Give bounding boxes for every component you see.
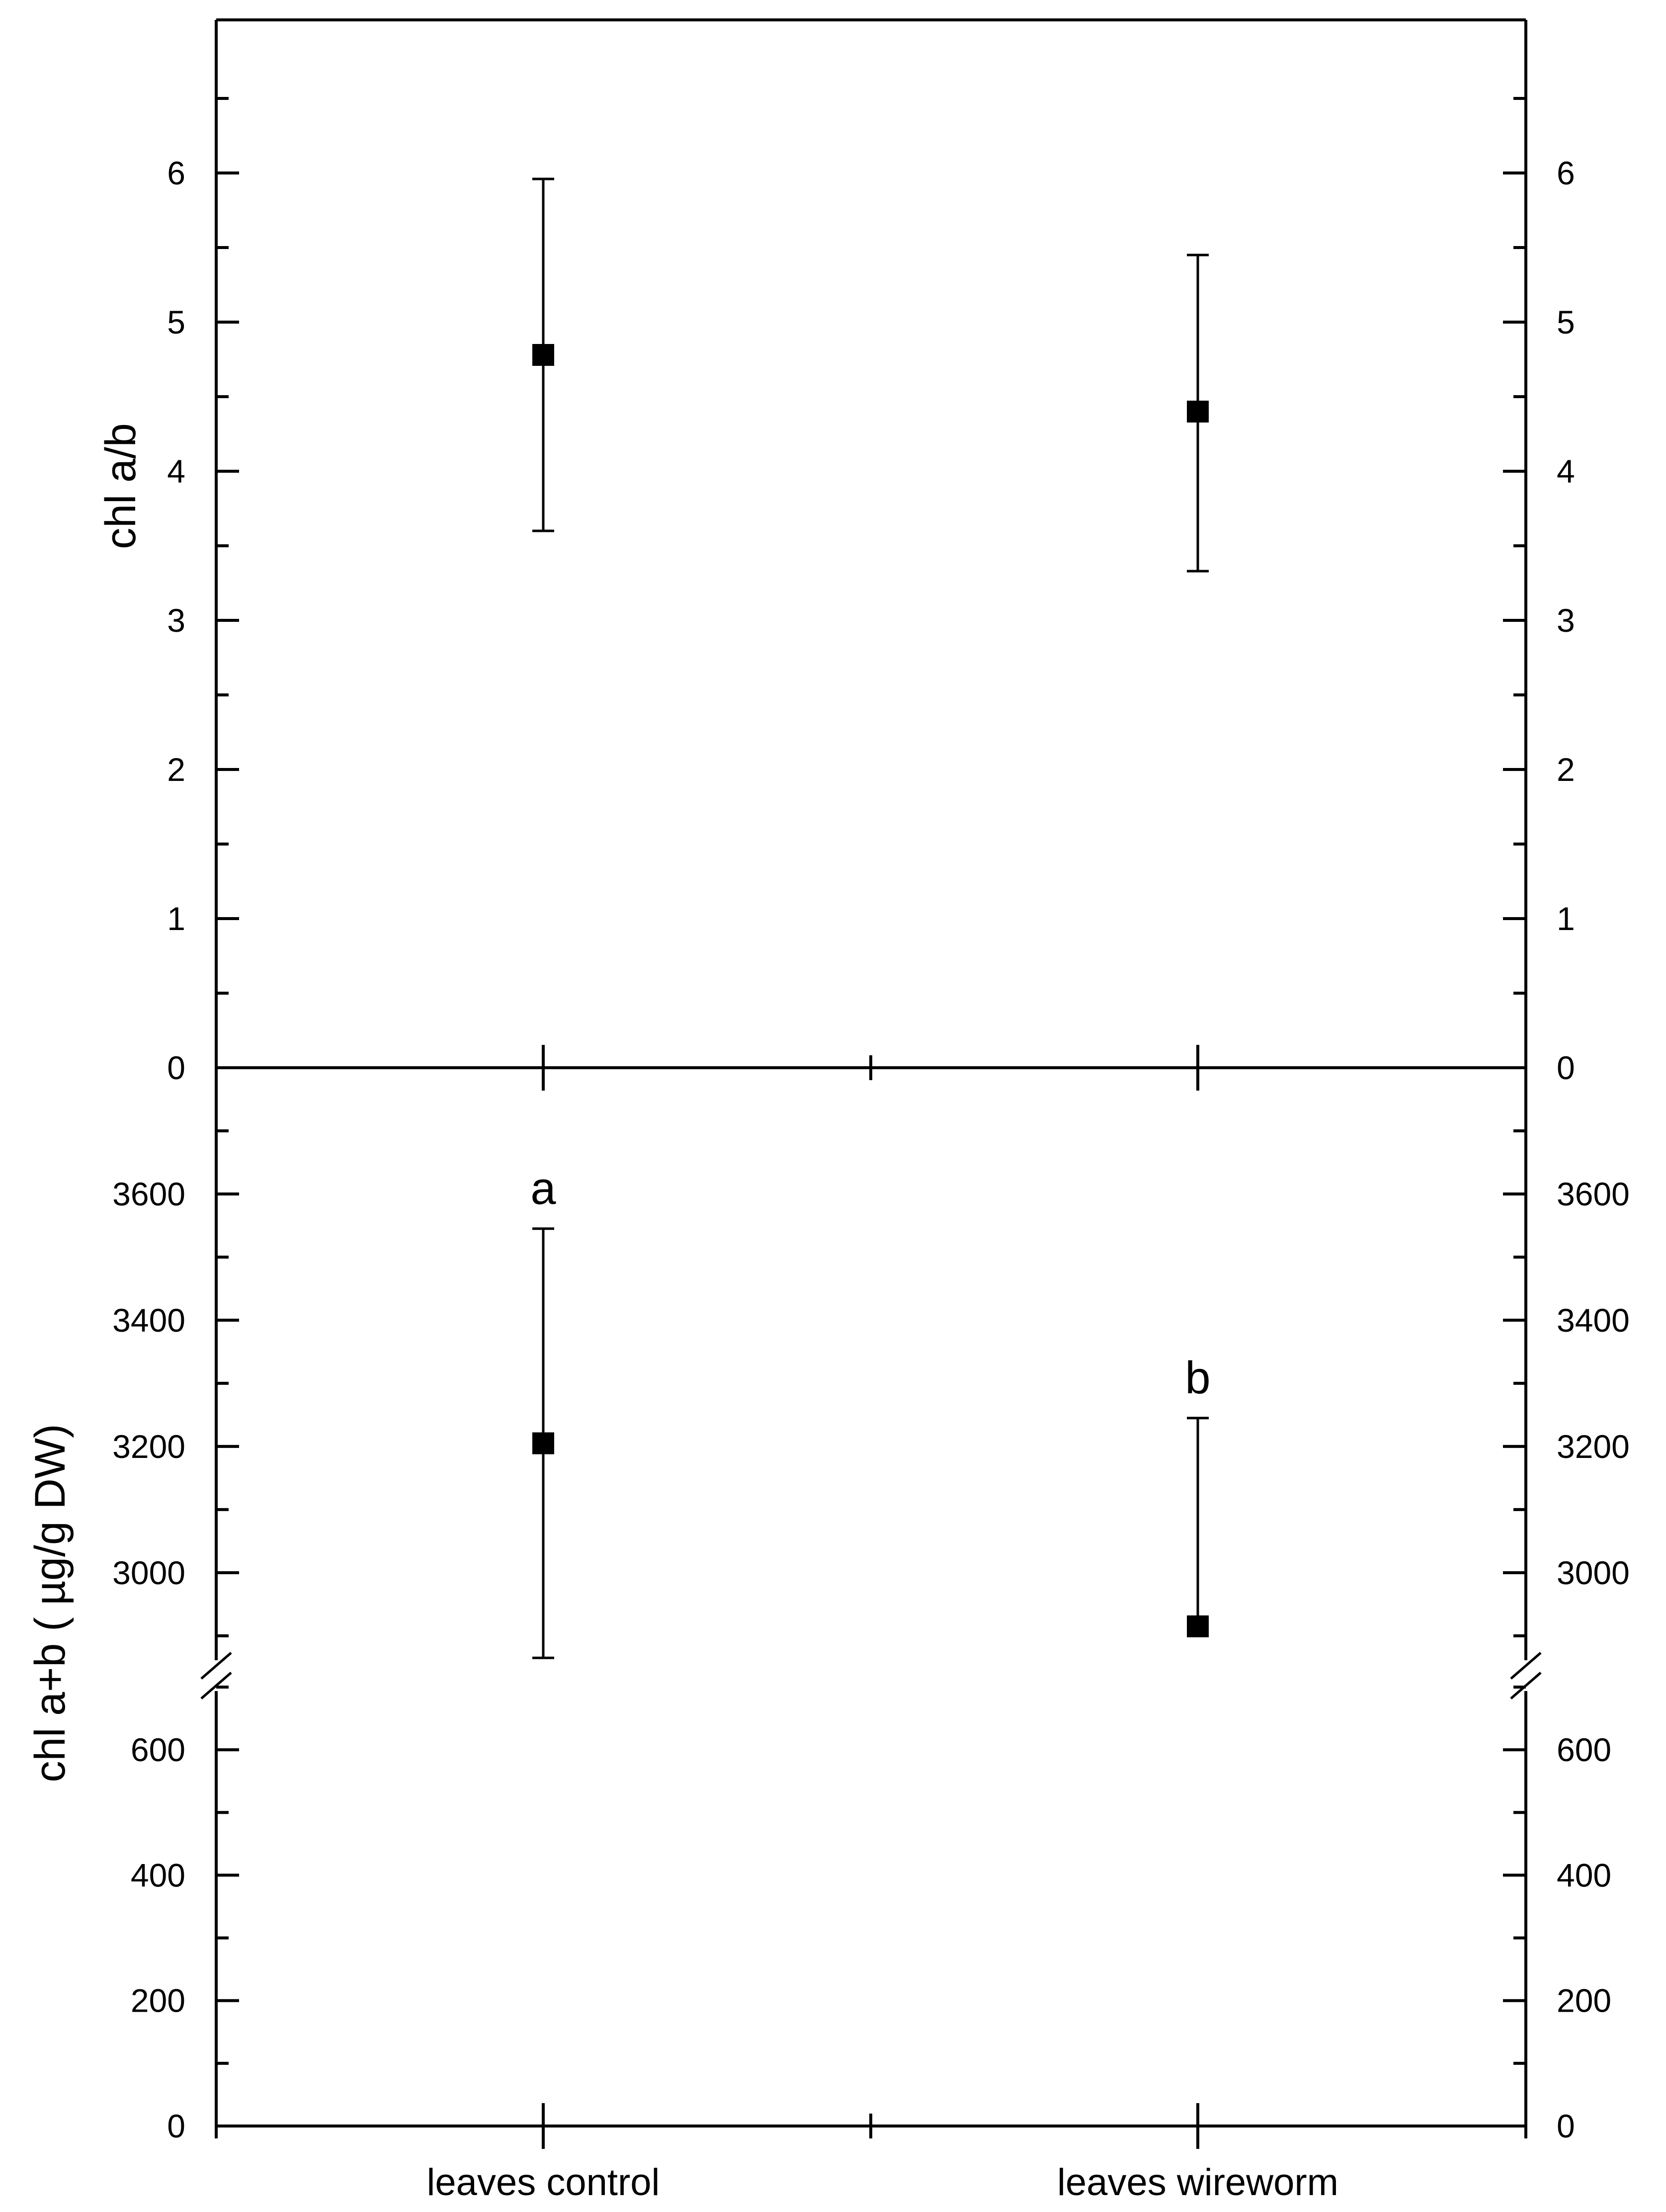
top-right-tick-label: 0: [1557, 1049, 1575, 1086]
bottom-left-tick-label: 3600: [112, 1176, 185, 1212]
top-left-tick-label: 1: [167, 900, 185, 937]
significance-letter-a: a: [530, 1163, 556, 1214]
bottom-left-tick-label: 3000: [112, 1554, 185, 1591]
top-left-tick-label: 4: [167, 453, 185, 490]
top-right-tick-label: 6: [1557, 155, 1575, 191]
bottom-right-tick-label: 3200: [1557, 1428, 1630, 1465]
bottom-right-tick-label: 400: [1557, 1857, 1611, 1893]
bottom-left-tick-label: 400: [131, 1857, 185, 1893]
top-right-tick-label: 1: [1557, 900, 1575, 937]
right-axis-break-mark-upper: [1510, 1652, 1542, 1680]
bottom-right-tick-label: 0: [1557, 2108, 1575, 2144]
bottom-right-tick-label: 3400: [1557, 1302, 1630, 1339]
x-category-label: leaves control: [427, 2161, 660, 2204]
x-category-label: leaves wireworm: [1057, 2161, 1338, 2204]
top-point-0-marker: [532, 344, 554, 366]
top-right-tick-label: 2: [1557, 751, 1575, 788]
top-left-tick-label: 3: [167, 602, 185, 639]
top-left-tick-label: 5: [167, 304, 185, 340]
top-right-tick-label: 4: [1557, 453, 1575, 490]
significance-letter-b: b: [1185, 1353, 1210, 1403]
left-axis-break-mark-upper: [200, 1652, 232, 1680]
bottom-point-1-marker: [1187, 1615, 1209, 1637]
bottom-left-tick-label: 200: [131, 1982, 185, 2019]
bottom-point-0-marker: [532, 1432, 554, 1454]
top-left-tick-label: 6: [167, 155, 185, 191]
bottom-left-tick-label: 600: [131, 1731, 185, 1768]
bottom-left-tick-label: 3400: [112, 1302, 185, 1339]
top-left-tick-label: 0: [167, 1049, 185, 1086]
bottom-right-tick-label: 3600: [1557, 1176, 1630, 1212]
bottom-right-tick-label: 3000: [1557, 1554, 1630, 1591]
bottom-left-tick-label: 0: [167, 2108, 185, 2144]
bottom-right-tick-label: 200: [1557, 1982, 1611, 2019]
top-left-tick-label: 2: [167, 751, 185, 788]
bottom-y-axis-title: chl a+b ( µg/g DW): [26, 1424, 74, 1782]
top-y-axis-title: chl a/b: [97, 423, 145, 549]
top-right-tick-label: 5: [1557, 304, 1575, 340]
bottom-right-tick-label: 600: [1557, 1731, 1611, 1768]
bottom-left-tick-label: 3200: [112, 1428, 185, 1465]
top-right-tick-label: 3: [1557, 602, 1575, 639]
top-point-1-marker: [1187, 401, 1209, 423]
